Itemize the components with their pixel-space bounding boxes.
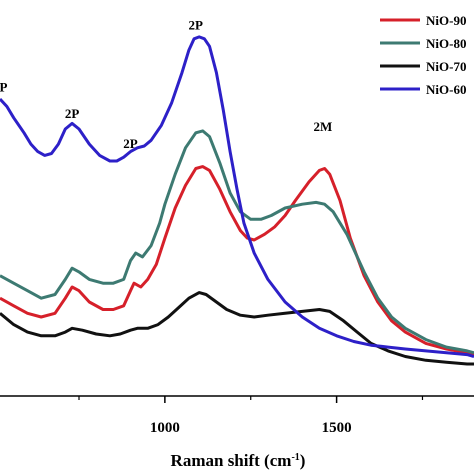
legend-label-nio-90: NiO-90 (426, 13, 466, 28)
legend-label-nio-80: NiO-80 (426, 36, 466, 51)
peak-label-1: 2P (65, 106, 80, 121)
legend-label-nio-70: NiO-70 (426, 59, 466, 74)
x-axis-title: Raman shift (cm-1) (171, 451, 306, 470)
plot-lines (0, 35, 474, 366)
legend: NiO-90 NiO-80 NiO-70 NiO-60 (380, 13, 466, 97)
peak-labels: P 2P 2P 2P 2M (0, 17, 332, 150)
peak-label-3: 2P (189, 17, 204, 32)
x-ticks: 1000 1500 (78, 396, 424, 436)
series-line-nio-80 (0, 129, 474, 355)
legend-label-nio-60: NiO-60 (426, 82, 466, 97)
peak-label-2: 2P (123, 136, 138, 151)
peak-label-4: 2M (313, 119, 332, 134)
x-tick-label-1500: 1500 (322, 420, 352, 436)
series-line-nio-70 (0, 291, 474, 366)
peak-label-0: P (0, 79, 7, 94)
x-tick-label-1000: 1000 (150, 420, 180, 436)
series-line-nio-60 (0, 35, 474, 358)
